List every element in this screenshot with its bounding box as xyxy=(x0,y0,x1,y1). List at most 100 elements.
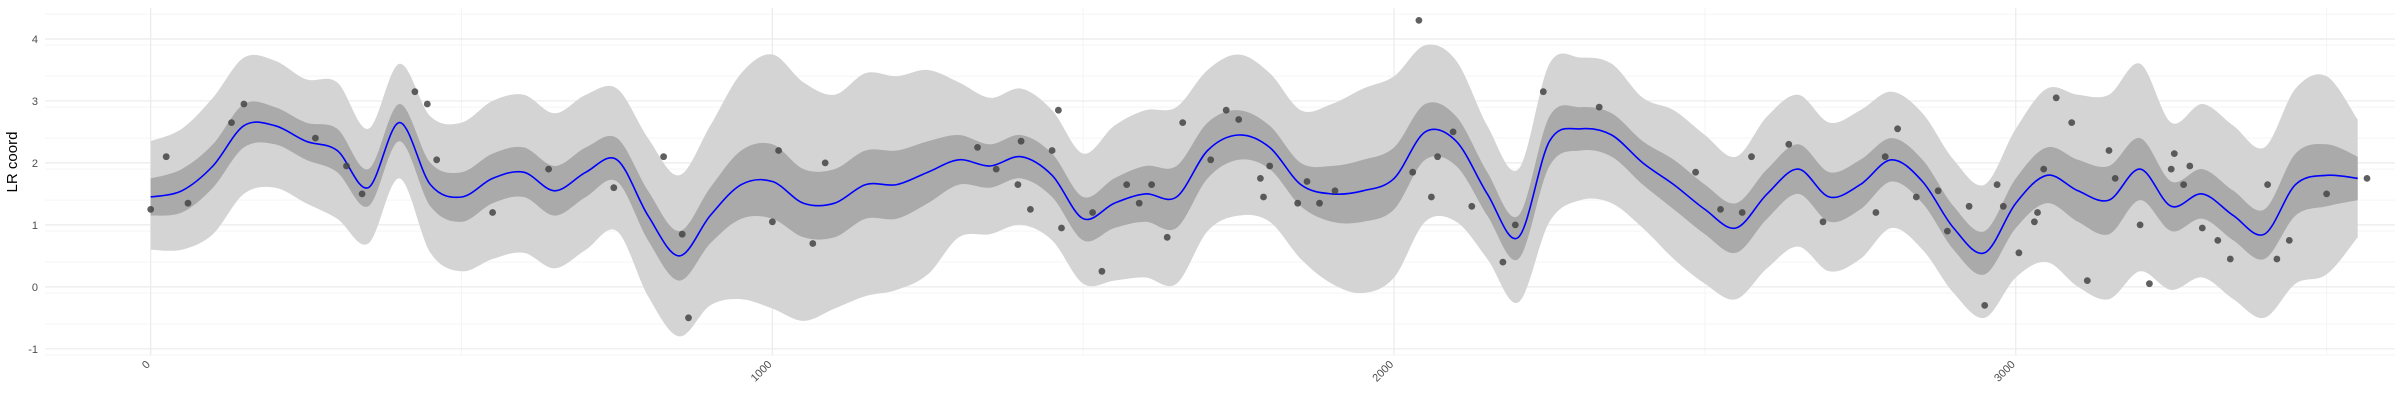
data-point xyxy=(769,218,776,226)
data-point xyxy=(2015,249,2023,257)
data-point xyxy=(2083,277,2091,284)
data-point xyxy=(1738,209,1746,216)
data-point xyxy=(1294,199,1302,207)
data-point xyxy=(1511,221,1519,229)
data-point xyxy=(1017,137,1025,145)
fit-line-layer xyxy=(150,121,2358,257)
data-point xyxy=(2170,150,2178,158)
data-point xyxy=(2180,181,2188,189)
data-point xyxy=(1717,206,1724,213)
data-point xyxy=(1881,153,1889,161)
data-point xyxy=(2323,190,2331,198)
y-tick-label: 0 xyxy=(32,282,38,294)
data-point xyxy=(1260,193,1267,201)
data-point xyxy=(2186,162,2194,170)
data-point xyxy=(1148,181,1155,189)
data-point xyxy=(1819,218,1827,226)
data-point xyxy=(1934,187,1942,195)
data-point xyxy=(2111,175,2119,182)
y-tick-label: 3 xyxy=(32,96,38,108)
data-point xyxy=(2034,209,2041,216)
data-point xyxy=(1316,199,1323,207)
data-point xyxy=(240,100,248,108)
data-point xyxy=(2273,255,2281,263)
data-point xyxy=(1539,88,1547,96)
data-point xyxy=(1981,302,1989,309)
data-point xyxy=(2136,221,2144,229)
data-point xyxy=(2031,218,2038,226)
data-point xyxy=(1595,103,1603,111)
data-point xyxy=(2214,237,2222,244)
data-point xyxy=(1048,147,1056,154)
y-axis-ticks: -1 0 1 2 3 4 xyxy=(28,34,38,356)
data-point xyxy=(1999,202,2007,210)
data-point xyxy=(974,144,981,151)
data-point xyxy=(433,156,441,164)
confidence-bands xyxy=(150,44,2358,337)
y-tick-label: 2 xyxy=(32,158,38,170)
data-point xyxy=(1993,181,2001,189)
data-point xyxy=(1058,224,1065,232)
data-point xyxy=(1499,258,1507,266)
y-tick-label: -1 xyxy=(28,344,38,356)
data-point xyxy=(1179,119,1187,126)
data-point xyxy=(2226,255,2234,263)
data-point xyxy=(610,184,618,192)
fit-line xyxy=(150,121,2358,257)
data-point xyxy=(2105,147,2113,154)
data-point xyxy=(1163,233,1171,241)
data-point xyxy=(1123,181,1131,189)
data-point xyxy=(1748,153,1755,161)
observed-points xyxy=(147,17,2371,322)
data-point xyxy=(1409,168,1417,176)
data-point xyxy=(2285,237,2293,244)
data-point xyxy=(2198,224,2206,232)
data-point xyxy=(660,153,667,161)
data-point xyxy=(2167,165,2175,173)
outer-confidence-band xyxy=(150,44,2358,337)
data-point xyxy=(1415,17,1423,24)
data-point xyxy=(358,190,366,198)
data-point xyxy=(312,134,319,142)
inner-confidence-band xyxy=(150,101,2358,281)
data-point xyxy=(1027,206,1034,213)
data-point xyxy=(1222,106,1230,114)
data-point xyxy=(1207,156,1215,164)
data-point xyxy=(1692,168,1699,176)
data-point xyxy=(2146,280,2153,288)
data-point xyxy=(1135,199,1143,207)
data-point xyxy=(2068,119,2076,126)
data-point xyxy=(1257,175,1264,182)
data-point xyxy=(821,159,829,167)
data-point xyxy=(1872,209,1880,216)
data-point xyxy=(1785,140,1793,148)
data-point xyxy=(1303,178,1311,185)
data-point xyxy=(809,240,817,247)
data-point xyxy=(1428,193,1435,201)
data-point xyxy=(1089,209,1096,216)
data-point xyxy=(1266,162,1274,170)
data-point xyxy=(1014,181,1022,189)
data-point xyxy=(489,209,496,216)
data-point xyxy=(1098,267,1106,275)
data-point xyxy=(2052,94,2060,102)
data-point xyxy=(228,119,235,126)
data-point xyxy=(1965,202,1973,210)
data-point xyxy=(2264,181,2272,189)
data-point xyxy=(184,199,192,207)
y-tick-label: 4 xyxy=(32,34,38,46)
data-point xyxy=(147,206,155,213)
data-point xyxy=(775,147,782,154)
data-point xyxy=(1468,202,1476,210)
data-point xyxy=(2040,165,2048,173)
data-point xyxy=(1944,227,1951,235)
data-point xyxy=(1894,125,1901,133)
y-tick-label: 1 xyxy=(32,220,38,232)
data-point xyxy=(2363,175,2371,182)
data-point xyxy=(992,165,1000,173)
data-point xyxy=(545,165,552,173)
data-point xyxy=(423,100,431,108)
data-point xyxy=(678,230,686,238)
data-point xyxy=(1331,187,1339,195)
